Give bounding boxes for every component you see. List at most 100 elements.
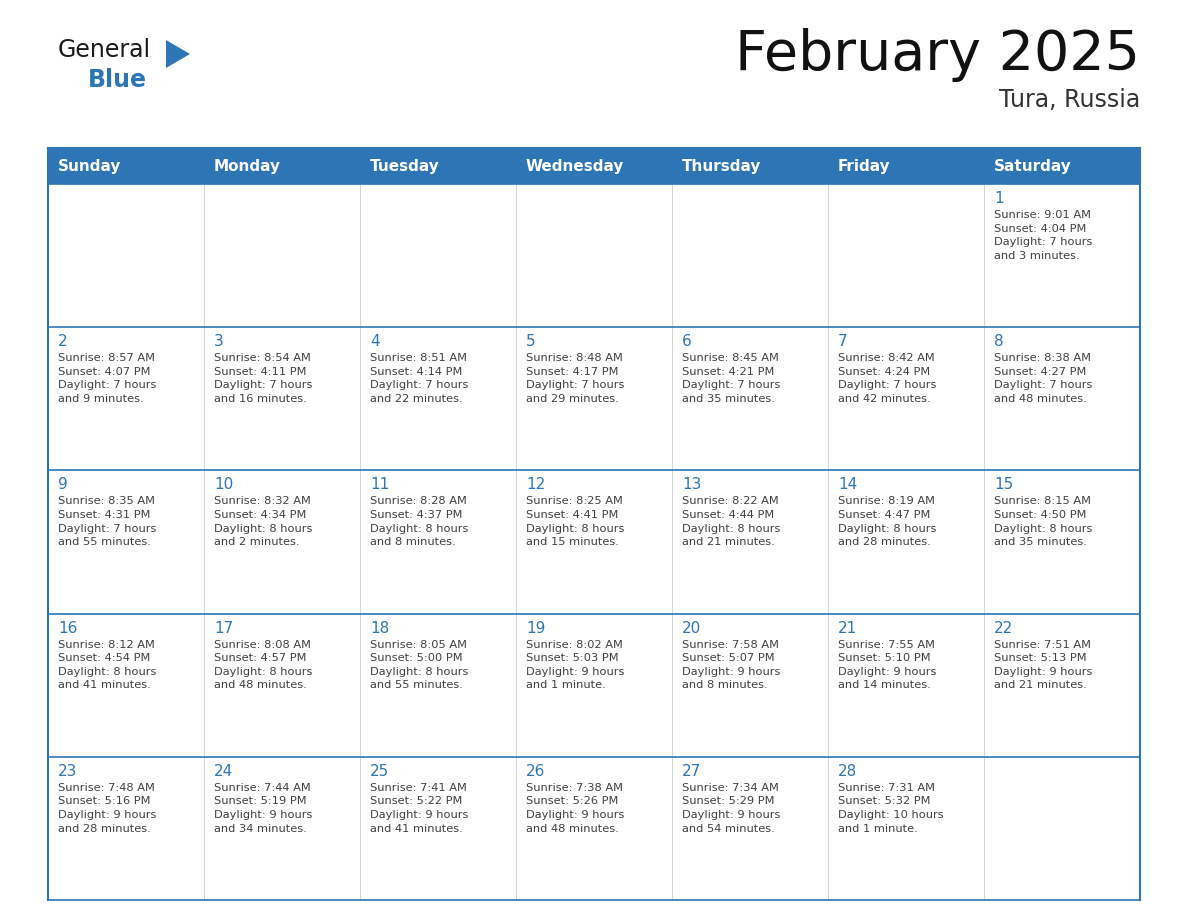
Bar <box>672 184 828 327</box>
Text: 27: 27 <box>682 764 701 778</box>
Text: 24: 24 <box>214 764 233 778</box>
Bar <box>984 756 1140 900</box>
Bar <box>516 148 672 184</box>
Text: Sunrise: 7:34 AM
Sunset: 5:29 PM
Daylight: 9 hours
and 54 minutes.: Sunrise: 7:34 AM Sunset: 5:29 PM Dayligh… <box>682 783 781 834</box>
Text: Sunrise: 7:44 AM
Sunset: 5:19 PM
Daylight: 9 hours
and 34 minutes.: Sunrise: 7:44 AM Sunset: 5:19 PM Dayligh… <box>214 783 312 834</box>
Polygon shape <box>166 40 190 68</box>
Text: Sunrise: 8:54 AM
Sunset: 4:11 PM
Daylight: 7 hours
and 16 minutes.: Sunrise: 8:54 AM Sunset: 4:11 PM Dayligh… <box>214 353 312 404</box>
Text: Sunrise: 7:55 AM
Sunset: 5:10 PM
Daylight: 9 hours
and 14 minutes.: Sunrise: 7:55 AM Sunset: 5:10 PM Dayligh… <box>838 640 936 690</box>
Text: Sunrise: 8:19 AM
Sunset: 4:47 PM
Daylight: 8 hours
and 28 minutes.: Sunrise: 8:19 AM Sunset: 4:47 PM Dayligh… <box>838 497 936 547</box>
Bar <box>360 756 516 900</box>
Text: Sunrise: 9:01 AM
Sunset: 4:04 PM
Daylight: 7 hours
and 3 minutes.: Sunrise: 9:01 AM Sunset: 4:04 PM Dayligh… <box>994 210 1093 261</box>
Text: Sunrise: 8:42 AM
Sunset: 4:24 PM
Daylight: 7 hours
and 42 minutes.: Sunrise: 8:42 AM Sunset: 4:24 PM Dayligh… <box>838 353 936 404</box>
Bar <box>984 327 1140 470</box>
Bar <box>516 327 672 470</box>
Text: February 2025: February 2025 <box>735 28 1140 82</box>
Bar <box>204 613 360 756</box>
Bar <box>828 148 984 184</box>
Text: 13: 13 <box>682 477 701 492</box>
Bar <box>672 148 828 184</box>
Bar <box>672 756 828 900</box>
Text: 16: 16 <box>58 621 77 635</box>
Text: Saturday: Saturday <box>994 159 1072 174</box>
Bar <box>360 184 516 327</box>
Text: 15: 15 <box>994 477 1013 492</box>
Text: Sunrise: 8:45 AM
Sunset: 4:21 PM
Daylight: 7 hours
and 35 minutes.: Sunrise: 8:45 AM Sunset: 4:21 PM Dayligh… <box>682 353 781 404</box>
Bar <box>360 327 516 470</box>
Text: 10: 10 <box>214 477 233 492</box>
Text: Tuesday: Tuesday <box>369 159 440 174</box>
Text: Tura, Russia: Tura, Russia <box>999 88 1140 112</box>
Text: Thursday: Thursday <box>682 159 762 174</box>
Text: 28: 28 <box>838 764 858 778</box>
Text: 9: 9 <box>58 477 68 492</box>
Bar <box>48 148 204 184</box>
Text: 19: 19 <box>526 621 545 635</box>
Text: Sunrise: 8:32 AM
Sunset: 4:34 PM
Daylight: 8 hours
and 2 minutes.: Sunrise: 8:32 AM Sunset: 4:34 PM Dayligh… <box>214 497 312 547</box>
Bar <box>204 327 360 470</box>
Bar <box>516 756 672 900</box>
Bar <box>48 327 204 470</box>
Text: Blue: Blue <box>88 68 147 92</box>
Text: 1: 1 <box>994 191 1004 206</box>
Text: Sunrise: 7:58 AM
Sunset: 5:07 PM
Daylight: 9 hours
and 8 minutes.: Sunrise: 7:58 AM Sunset: 5:07 PM Dayligh… <box>682 640 781 690</box>
Text: Wednesday: Wednesday <box>526 159 625 174</box>
Bar <box>360 613 516 756</box>
Text: Sunrise: 8:35 AM
Sunset: 4:31 PM
Daylight: 7 hours
and 55 minutes.: Sunrise: 8:35 AM Sunset: 4:31 PM Dayligh… <box>58 497 157 547</box>
Text: Friday: Friday <box>838 159 891 174</box>
Text: 17: 17 <box>214 621 233 635</box>
Text: Sunrise: 7:41 AM
Sunset: 5:22 PM
Daylight: 9 hours
and 41 minutes.: Sunrise: 7:41 AM Sunset: 5:22 PM Dayligh… <box>369 783 468 834</box>
Bar <box>828 756 984 900</box>
Bar <box>204 148 360 184</box>
Text: Sunrise: 8:28 AM
Sunset: 4:37 PM
Daylight: 8 hours
and 8 minutes.: Sunrise: 8:28 AM Sunset: 4:37 PM Dayligh… <box>369 497 468 547</box>
Text: 25: 25 <box>369 764 390 778</box>
Text: 3: 3 <box>214 334 223 349</box>
Text: 22: 22 <box>994 621 1013 635</box>
Text: Sunrise: 7:31 AM
Sunset: 5:32 PM
Daylight: 10 hours
and 1 minute.: Sunrise: 7:31 AM Sunset: 5:32 PM Dayligh… <box>838 783 943 834</box>
Text: 26: 26 <box>526 764 545 778</box>
Text: 6: 6 <box>682 334 691 349</box>
Text: 20: 20 <box>682 621 701 635</box>
Text: Sunrise: 8:38 AM
Sunset: 4:27 PM
Daylight: 7 hours
and 48 minutes.: Sunrise: 8:38 AM Sunset: 4:27 PM Dayligh… <box>994 353 1093 404</box>
Bar <box>48 613 204 756</box>
Bar <box>828 470 984 613</box>
Text: 11: 11 <box>369 477 390 492</box>
Text: 4: 4 <box>369 334 380 349</box>
Text: Sunrise: 8:15 AM
Sunset: 4:50 PM
Daylight: 8 hours
and 35 minutes.: Sunrise: 8:15 AM Sunset: 4:50 PM Dayligh… <box>994 497 1093 547</box>
Text: Sunrise: 7:51 AM
Sunset: 5:13 PM
Daylight: 9 hours
and 21 minutes.: Sunrise: 7:51 AM Sunset: 5:13 PM Dayligh… <box>994 640 1093 690</box>
Text: Sunrise: 7:48 AM
Sunset: 5:16 PM
Daylight: 9 hours
and 28 minutes.: Sunrise: 7:48 AM Sunset: 5:16 PM Dayligh… <box>58 783 157 834</box>
Text: Monday: Monday <box>214 159 282 174</box>
Bar <box>672 327 828 470</box>
Text: Sunrise: 8:12 AM
Sunset: 4:54 PM
Daylight: 8 hours
and 41 minutes.: Sunrise: 8:12 AM Sunset: 4:54 PM Dayligh… <box>58 640 157 690</box>
Text: 8: 8 <box>994 334 1004 349</box>
Bar <box>360 470 516 613</box>
Text: 5: 5 <box>526 334 536 349</box>
Text: 21: 21 <box>838 621 858 635</box>
Text: Sunrise: 8:48 AM
Sunset: 4:17 PM
Daylight: 7 hours
and 29 minutes.: Sunrise: 8:48 AM Sunset: 4:17 PM Dayligh… <box>526 353 625 404</box>
Text: Sunrise: 8:08 AM
Sunset: 4:57 PM
Daylight: 8 hours
and 48 minutes.: Sunrise: 8:08 AM Sunset: 4:57 PM Dayligh… <box>214 640 312 690</box>
Bar <box>516 184 672 327</box>
Text: 18: 18 <box>369 621 390 635</box>
Bar <box>828 613 984 756</box>
Bar <box>48 184 204 327</box>
Bar <box>204 756 360 900</box>
Text: General: General <box>58 38 151 62</box>
Text: Sunrise: 7:38 AM
Sunset: 5:26 PM
Daylight: 9 hours
and 48 minutes.: Sunrise: 7:38 AM Sunset: 5:26 PM Dayligh… <box>526 783 625 834</box>
Bar <box>672 613 828 756</box>
Text: Sunday: Sunday <box>58 159 121 174</box>
Text: Sunrise: 8:57 AM
Sunset: 4:07 PM
Daylight: 7 hours
and 9 minutes.: Sunrise: 8:57 AM Sunset: 4:07 PM Dayligh… <box>58 353 157 404</box>
Text: 2: 2 <box>58 334 68 349</box>
Text: Sunrise: 8:25 AM
Sunset: 4:41 PM
Daylight: 8 hours
and 15 minutes.: Sunrise: 8:25 AM Sunset: 4:41 PM Dayligh… <box>526 497 625 547</box>
Bar <box>672 470 828 613</box>
Bar <box>984 613 1140 756</box>
Bar <box>828 184 984 327</box>
Bar <box>984 470 1140 613</box>
Text: Sunrise: 8:05 AM
Sunset: 5:00 PM
Daylight: 8 hours
and 55 minutes.: Sunrise: 8:05 AM Sunset: 5:00 PM Dayligh… <box>369 640 468 690</box>
Text: Sunrise: 8:22 AM
Sunset: 4:44 PM
Daylight: 8 hours
and 21 minutes.: Sunrise: 8:22 AM Sunset: 4:44 PM Dayligh… <box>682 497 781 547</box>
Bar <box>204 470 360 613</box>
Bar <box>48 756 204 900</box>
Bar <box>360 148 516 184</box>
Bar <box>984 184 1140 327</box>
Text: 14: 14 <box>838 477 858 492</box>
Bar <box>828 327 984 470</box>
